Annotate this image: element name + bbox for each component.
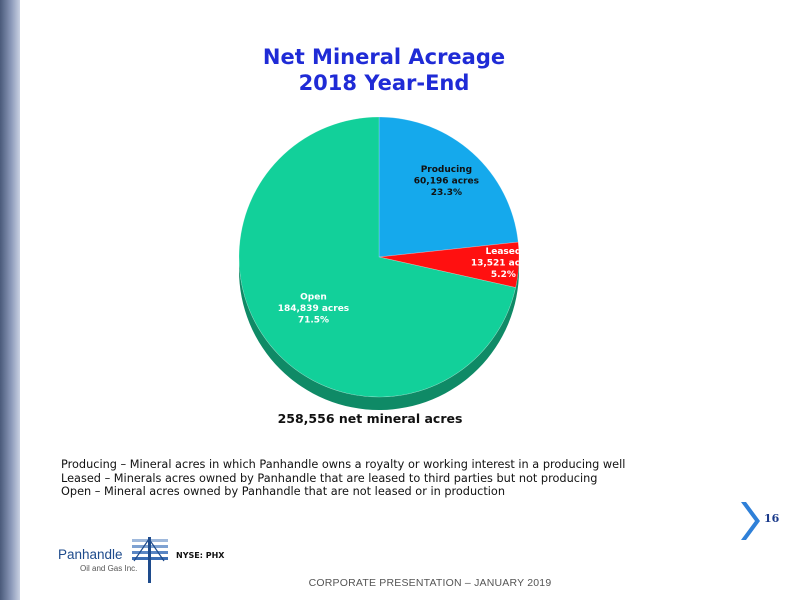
page-number: 16 — [764, 512, 780, 525]
slice-label-line: Producing — [421, 165, 472, 175]
chevron-right-icon — [741, 502, 760, 540]
company-logo: Panhandle Oil and Gas Inc. NYSE: PHX — [58, 537, 224, 587]
chart-title-line-1: Net Mineral Acreage — [262, 45, 506, 69]
slice-label-line: 184,839 acres — [278, 304, 349, 314]
slice-label-line: 23.3% — [431, 188, 462, 198]
chart-title: Net Mineral Acreage 2018 Year-End — [200, 44, 568, 96]
definition-open: Open – Mineral acres owned by Panhandle … — [61, 485, 505, 499]
slice-label-line: 13,521 acres — [471, 259, 536, 269]
slice-label-line: 71.5% — [298, 316, 329, 326]
slice-label-producing: Producing 60,196 acres 23.3% — [414, 165, 479, 198]
derrick-logo-icon — [132, 537, 168, 583]
slice-label-line: 5.2% — [491, 270, 516, 280]
definitions-block: Producing – Mineral acres in which Panha… — [61, 458, 701, 499]
pie-slice-open — [238, 116, 516, 398]
logo-subtitle: Oil and Gas Inc. — [80, 564, 138, 573]
chart-title-line-2: 2018 Year-End — [298, 71, 470, 95]
total-acres-label: 258,556 net mineral acres — [277, 411, 463, 426]
slice-label-line: Open — [300, 293, 327, 303]
slice-label-leased: Leased 13,521 acres 5.2% — [471, 247, 536, 280]
logo-name: Panhandle — [58, 547, 123, 562]
pie-slice-leased — [378, 241, 520, 288]
slice-label-open: Open 184,839 acres 71.5% — [278, 293, 349, 326]
footer-text: CORPORATE PRESENTATION – JANUARY 2019 — [308, 577, 552, 589]
slice-label-line: 60,196 acres — [414, 177, 479, 187]
pie-slice-producing — [378, 116, 519, 258]
slice-label-line: Leased — [485, 247, 521, 257]
left-accent-bar — [0, 0, 20, 600]
stock-ticker: NYSE: PHX — [176, 551, 225, 560]
definition-leased: Leased – Minerals acres owned by Panhand… — [61, 471, 598, 485]
definition-producing: Producing – Mineral acres in which Panha… — [61, 458, 626, 471]
